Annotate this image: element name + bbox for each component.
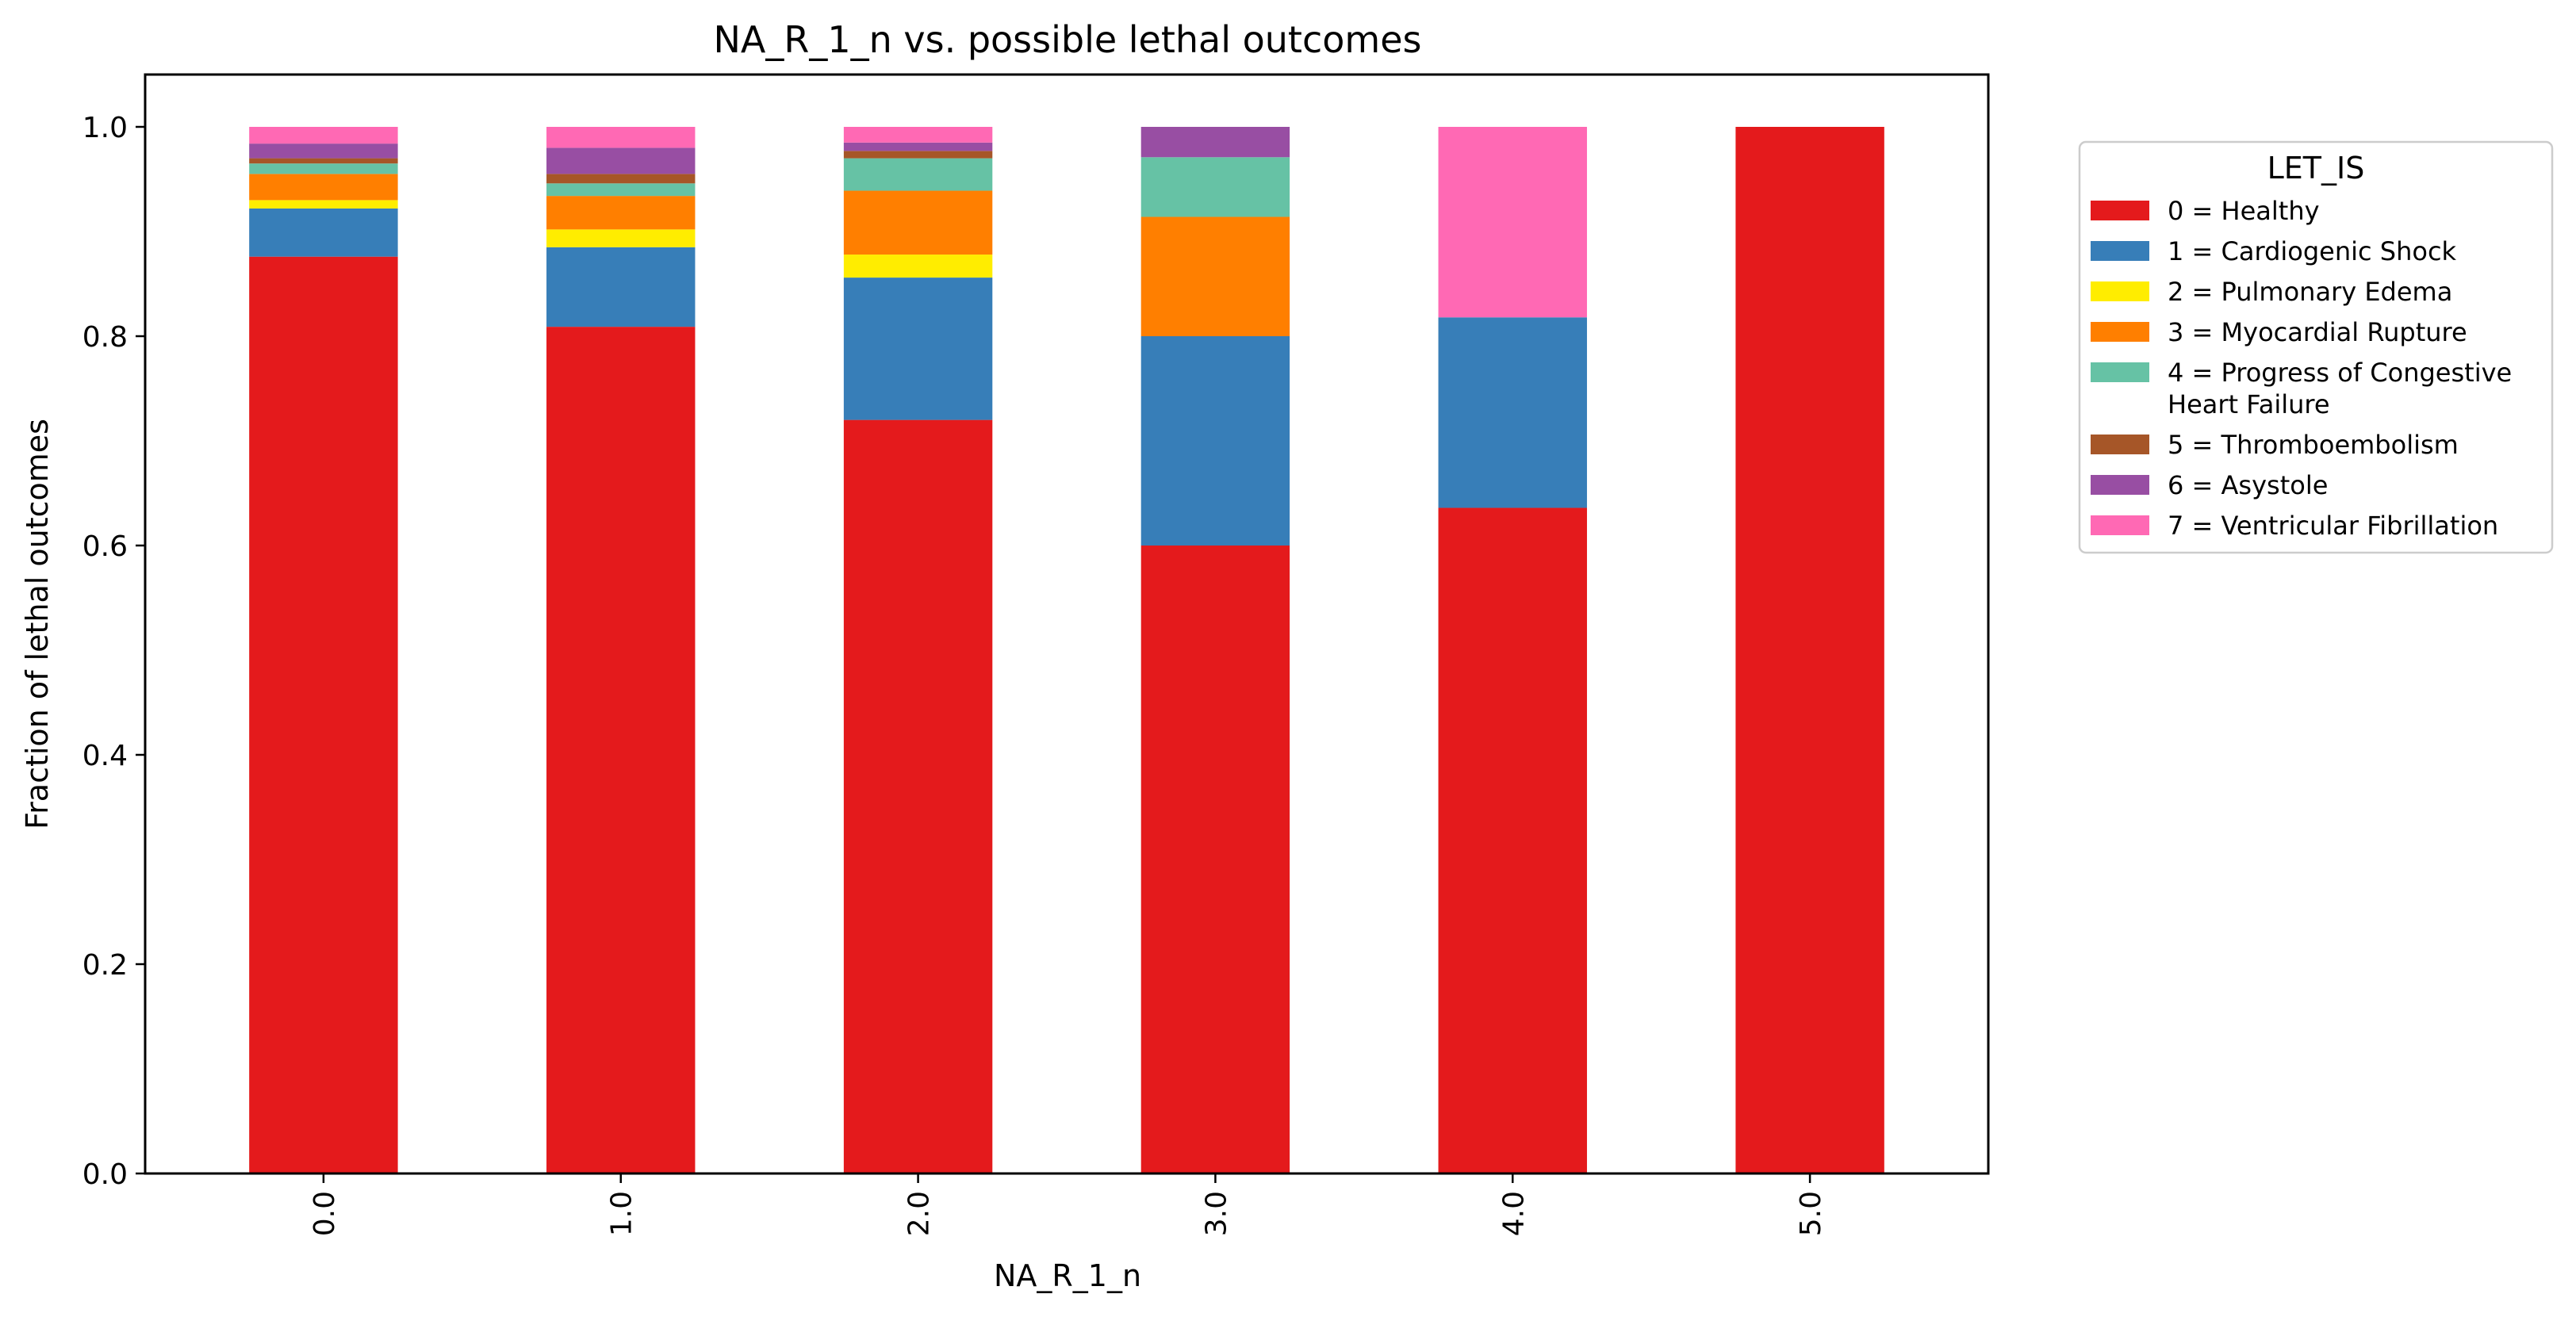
y-tick-label: 0.8 [82,321,128,354]
bar-segment-0.0-series-7 [249,127,398,144]
y-tick-label: 0.0 [82,1158,128,1191]
y-tick-label: 0.4 [82,740,128,772]
legend-swatch-0 [2091,201,2149,220]
y-tick-label: 0.6 [82,530,128,563]
bar-segment-1.0-series-7 [546,127,696,148]
x-tick-label: 5.0 [1795,1191,1827,1236]
bar-segment-2.0-series-0 [843,419,993,1173]
x-tick-label: 1.0 [606,1191,638,1236]
legend-swatch-1 [2091,241,2149,261]
bar-segment-2.0-series-1 [843,278,993,420]
legend-swatch-6 [2091,475,2149,495]
bar-segment-0.0-series-2 [249,200,398,209]
bar-segment-0.0-series-0 [249,256,398,1174]
bar-segment-4.0-series-7 [1438,127,1587,318]
bars-group [249,127,1884,1174]
bar-segment-2.0-series-2 [843,255,993,278]
bar-segment-3.0-series-3 [1140,216,1290,336]
bar-segment-4.0-series-1 [1438,317,1587,508]
bar-segment-3.0-series-0 [1140,546,1290,1173]
y-axis: 0.0 0.2 0.4 0.6 0.8 1.0 [82,112,145,1191]
bar-segment-0.0-series-4 [249,163,398,174]
legend-label-3: 3 = Myocardial Rupture [2168,317,2467,347]
legend: LET_IS 0 = Healthy 1 = Cardiogenic Shock 2… [2078,140,2554,554]
bar-segment-3.0-series-6 [1140,127,1290,158]
bar-segment-0.0-series-6 [249,144,398,159]
bar-segment-3.0-series-4 [1140,157,1290,217]
bar-segment-5.0-series-0 [1735,127,1884,1173]
bar-segment-1.0-series-4 [546,183,696,197]
x-tick-label: 3.0 [1200,1191,1232,1236]
bar-segment-0.0-series-3 [249,174,398,201]
bar-segment-2.0-series-3 [843,190,993,255]
y-axis-label: Fraction of lethal outcomes [20,419,55,829]
legend-items: 0 = Healthy 1 = Cardiogenic Shock 2 = Pulm… [2091,196,2512,541]
x-axis-label: NA_R_1_n [994,1258,1141,1293]
legend-title: LET_IS [2267,151,2365,186]
legend-label-0: 0 = Healthy [2168,196,2320,226]
legend-swatch-4 [2091,362,2149,382]
bar-segment-2.0-series-5 [843,151,993,159]
y-tick-label: 1.0 [82,112,128,144]
bar-segment-1.0-series-1 [546,247,696,327]
legend-swatch-5 [2091,435,2149,454]
bar-segment-0.0-series-1 [249,208,398,257]
bar-segment-0.0-series-5 [249,158,398,164]
bar-segment-1.0-series-6 [546,147,696,174]
legend-frame [2078,140,2554,554]
bar-segment-2.0-series-7 [843,127,993,143]
legend-swatch-7 [2091,515,2149,535]
legend-label-1: 1 = Cardiogenic Shock [2168,236,2457,266]
x-tick-label: 0.0 [309,1191,341,1236]
chart-title: NA_R_1_n vs. possible lethal outcomes [714,18,1422,61]
y-tick-label: 0.2 [82,949,128,982]
bar-segment-2.0-series-6 [843,142,993,151]
bar-segment-1.0-series-0 [546,327,696,1173]
legend-swatch-3 [2091,322,2149,342]
x-axis: 0.0 1.0 2.0 3.0 4.0 5.0 [309,1173,1827,1236]
legend-label-5: 5 = Thromboembolism [2168,430,2459,460]
bar-segment-1.0-series-2 [546,229,696,247]
legend-swatch-2 [2091,281,2149,301]
x-tick-label: 2.0 [903,1191,936,1236]
bar-segment-3.0-series-1 [1140,336,1290,546]
legend-label-7: 7 = Ventricular Fibrillation [2168,511,2498,541]
legend-label-2: 2 = Pulmonary Edema [2168,277,2452,307]
x-tick-label: 4.0 [1497,1191,1530,1236]
legend-label-4: 4 = Progress of Congestive Heart Failure [2168,358,2512,419]
bar-segment-4.0-series-0 [1438,507,1587,1173]
bar-segment-2.0-series-4 [843,158,993,191]
bar-segment-1.0-series-3 [546,196,696,230]
bar-segment-1.0-series-5 [546,174,696,184]
legend-label-6: 6 = Asystole [2168,470,2328,500]
plot-frame [144,73,1990,1175]
